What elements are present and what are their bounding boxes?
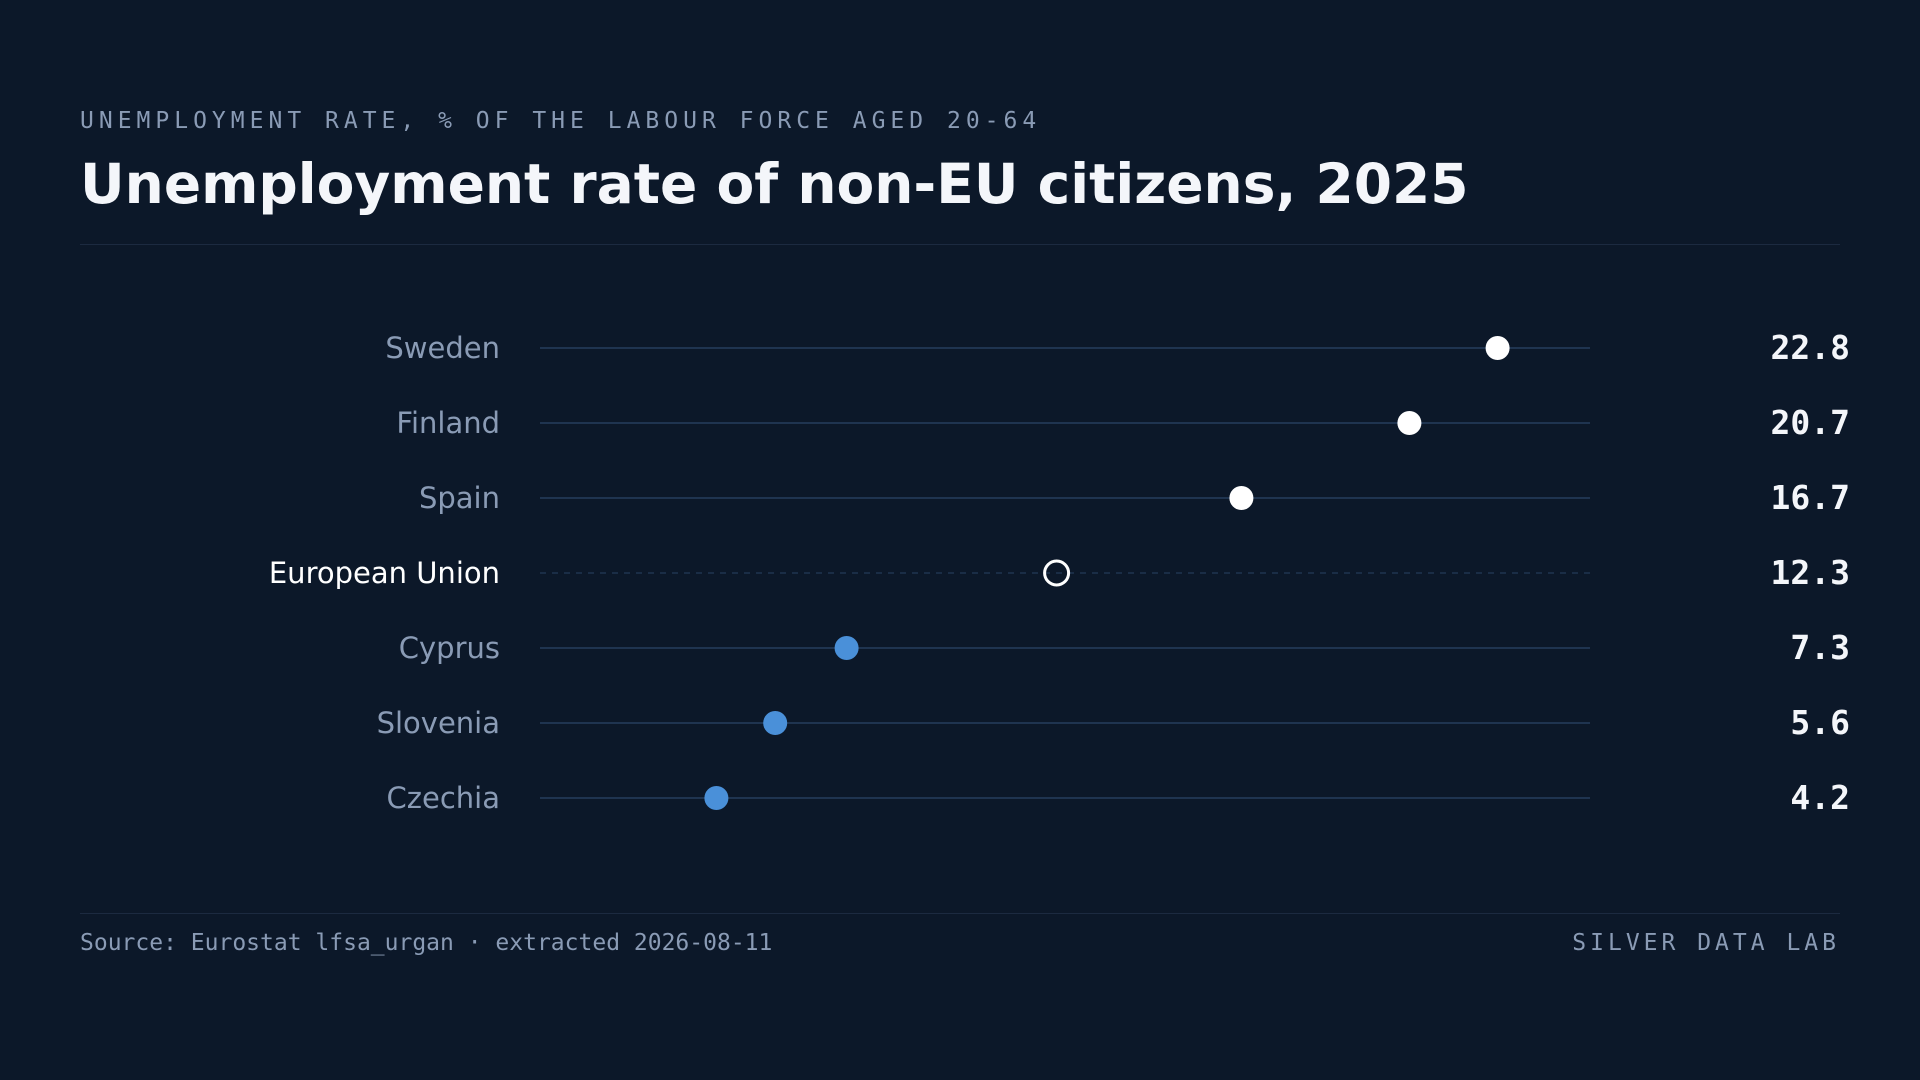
category-label: Finland bbox=[396, 406, 500, 440]
category-label: Czechia bbox=[387, 781, 500, 815]
dot-cyprus bbox=[834, 636, 859, 660]
category-label: Slovenia bbox=[377, 706, 500, 740]
header-divider bbox=[80, 244, 1840, 245]
dot-finland bbox=[1397, 411, 1422, 435]
value-label: 16.7 bbox=[1771, 478, 1850, 517]
value-label: 22.8 bbox=[1771, 328, 1850, 367]
category-label: European Union bbox=[269, 556, 500, 590]
footer-divider bbox=[80, 913, 1840, 914]
dot-slovenia bbox=[763, 711, 788, 735]
brand-label: SILVER DATA LAB bbox=[1572, 930, 1840, 956]
value-label: 5.6 bbox=[1790, 703, 1850, 742]
category-label: Sweden bbox=[385, 331, 500, 365]
category-label: Spain bbox=[419, 481, 500, 515]
value-label: 4.2 bbox=[1790, 778, 1850, 817]
dot-european-union bbox=[1043, 559, 1071, 587]
chart-title: Unemployment rate of non-EU citizens, 20… bbox=[80, 152, 1469, 216]
source-note: Source: Eurostat lfsa_urgan · extracted … bbox=[80, 930, 773, 956]
dot-sweden bbox=[1485, 336, 1510, 360]
value-label: 7.3 bbox=[1790, 628, 1850, 667]
value-label: 20.7 bbox=[1771, 403, 1850, 442]
value-label: 12.3 bbox=[1771, 553, 1850, 592]
dot-spain bbox=[1229, 486, 1254, 510]
category-label: Cyprus bbox=[399, 631, 500, 665]
dot-czechia bbox=[704, 786, 729, 810]
chart-kicker: UNEMPLOYMENT RATE, % OF THE LABOUR FORCE… bbox=[80, 108, 1042, 134]
